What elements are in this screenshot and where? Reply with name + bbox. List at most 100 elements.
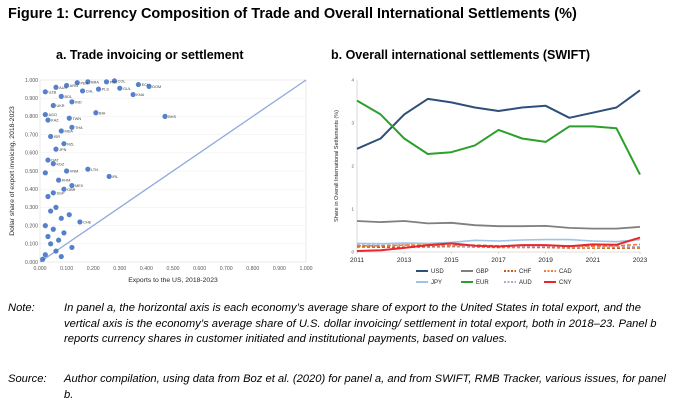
scatter-point [77, 219, 83, 225]
x-axis-label: Exports to the US, 2018-2023 [128, 277, 218, 284]
y-tick-label: 1.000 [25, 78, 38, 84]
x-tick-label: 0.800 [246, 266, 259, 272]
x-tick-label: 0.500 [167, 266, 180, 272]
scatter-point [93, 110, 99, 116]
point-label: ISR [54, 135, 61, 139]
scatter-point [85, 79, 91, 85]
scatter-point [61, 230, 67, 236]
x-tick-label: 0.700 [220, 266, 233, 272]
scatter-point [40, 256, 46, 262]
scatter-point [53, 204, 59, 210]
point-label: DOM [152, 85, 161, 89]
scatter-point [66, 115, 72, 121]
panel-b-title: b. Overall international settlements (SW… [331, 48, 591, 62]
source-text: Author compilation, using data from Boz … [64, 373, 666, 401]
y-axis-label: Share in Overall International Settlemen… [334, 110, 340, 222]
y-tick-label: 0 [351, 250, 354, 255]
point-label: UKR [57, 104, 65, 108]
x-tick-label: 0.000 [34, 266, 47, 272]
scatter-point [45, 193, 51, 200]
point-label: KGZ [57, 162, 65, 166]
point-label: COL [118, 80, 126, 84]
scatter-point [162, 113, 168, 119]
x-tick-label: 1.000 [300, 266, 313, 272]
scatter-point [135, 81, 142, 88]
scatter-point [106, 173, 112, 180]
x-tick-label: 0.400 [140, 266, 153, 272]
figure-charts: 0.000 0.100 0.200 0.300 0.400 0.500 0.600 0.700… [9, 78, 648, 287]
scatter-point [42, 170, 48, 176]
scatter-point [42, 252, 48, 258]
scatter-point [130, 91, 136, 98]
point-label: BRA [91, 80, 99, 84]
scatter-point [95, 86, 102, 92]
point-label: GUL [123, 87, 131, 91]
scatter-point [64, 82, 70, 89]
point-label: THA [75, 126, 83, 130]
y-tick-label: 0.800 [25, 114, 38, 120]
panel-a-title: a. Trade invoicing or settlement [56, 48, 244, 62]
point-label: QAT [51, 159, 59, 163]
scatter-point [85, 166, 91, 172]
x-tick-label: 2011 [350, 257, 364, 264]
scatter-point [69, 124, 75, 130]
scatter-point [58, 93, 64, 99]
point-label: ARG [70, 84, 78, 88]
panel-a-scatter: 0.000 0.100 0.200 0.300 0.400 0.500 0.600 0.700… [9, 78, 313, 284]
scatter-point [103, 79, 110, 85]
figure-title: Figure 1: Currency Composition of Trade … [8, 6, 577, 22]
scatter-point [69, 182, 75, 189]
scatter-point [42, 111, 48, 118]
x-tick-label: 0.900 [273, 266, 286, 272]
scatter-point [58, 253, 64, 260]
y-tick-label: 0.500 [25, 169, 38, 175]
scatter-point [146, 83, 152, 89]
scatter-point [53, 248, 59, 254]
point-label: CHL [86, 90, 94, 94]
point-label: JPN [59, 148, 66, 152]
x-tick-label: 0.300 [113, 266, 126, 272]
series-line-jpy [356, 238, 641, 245]
scatter-point [45, 117, 51, 123]
y-tick-label: 4 [351, 78, 354, 83]
point-label: IRL [112, 175, 118, 179]
scatter-point [58, 128, 64, 134]
point-label: KHM [62, 179, 70, 183]
scatter-point [53, 84, 59, 90]
scatter-point [58, 215, 64, 221]
scatter-point [79, 88, 86, 94]
scatter-point [61, 141, 67, 147]
y-tick-label: 2 [351, 164, 354, 169]
legend-label-gbp: GBP [476, 269, 489, 275]
point-label: AGO [49, 113, 57, 117]
point-label: IND [75, 100, 82, 104]
x-tick-label: 2013 [397, 257, 412, 264]
point-label: VNM [70, 170, 78, 174]
series-line-cny [356, 236, 641, 252]
y-tick-label: 0.300 [25, 205, 38, 211]
point-label: LTN [91, 168, 98, 172]
scatter-point [56, 177, 62, 183]
x-tick-label: 2019 [538, 257, 553, 264]
point-label: KAZ [51, 119, 59, 123]
y-tick-label: 0.900 [25, 96, 38, 102]
y-tick-label: 0.100 [25, 242, 38, 248]
scatter-point [64, 168, 70, 174]
y-tick-label: 0.400 [25, 187, 38, 193]
note-label: Note: [8, 302, 35, 314]
scatter-point [69, 99, 75, 105]
scatter-point [48, 208, 54, 214]
legend-label-eur: EUR [476, 280, 489, 286]
scatter-point [53, 146, 59, 152]
scatter-point [74, 80, 80, 86]
diagonal-reference-line [39, 79, 307, 263]
scatter-point [69, 244, 75, 251]
source-label: Source: [8, 373, 47, 385]
series-line-usd [356, 89, 641, 150]
y-tick-label: 0.200 [25, 223, 38, 229]
scatter-point [42, 89, 48, 95]
scatter-point [50, 161, 56, 167]
point-label: AUS [59, 86, 67, 90]
scatter-point [56, 237, 62, 243]
point-label: SGP [57, 191, 65, 195]
